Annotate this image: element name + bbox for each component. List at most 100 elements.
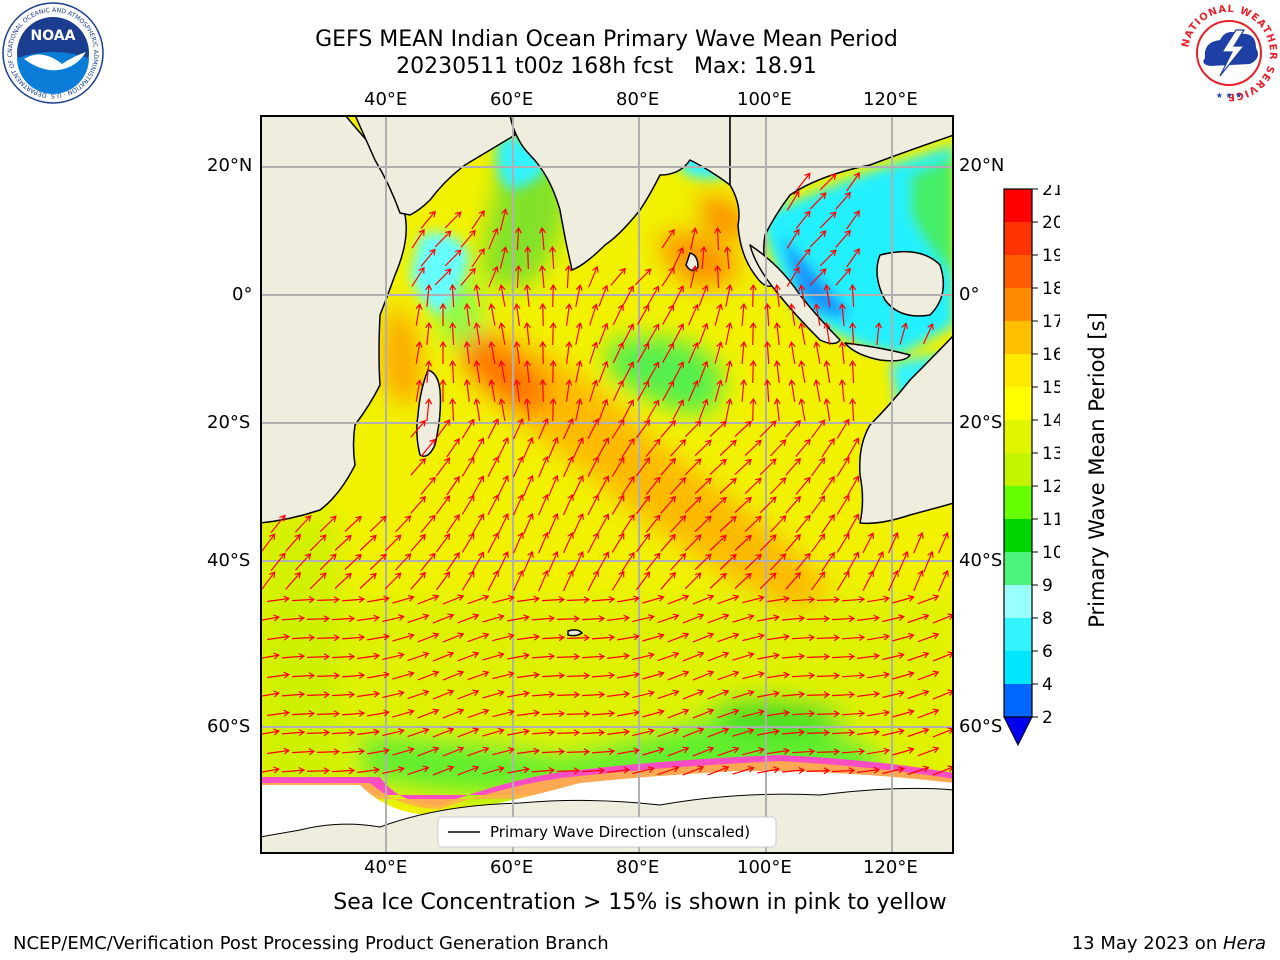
wave-arrow [556,615,581,623]
wave-arrow [813,379,821,402]
colorbar-segment [1004,222,1032,255]
wave-arrow [781,728,806,736]
wave-arrow [809,230,827,248]
wave-arrow [281,766,306,774]
wave-arrow [434,230,452,248]
wave-arrow [461,494,475,515]
wave-arrow [846,172,860,192]
wave-arrow [514,264,522,289]
wave-arrow [611,494,625,515]
wave-arrow [512,417,524,440]
wave-arrow [309,534,327,552]
wave-arrow [467,670,490,681]
wave-arrow [492,595,515,604]
wave-arrow [700,245,708,270]
wave-arrow [632,690,655,699]
wave-arrow [523,550,534,573]
wave-arrow [806,615,831,623]
wave-arrow [607,766,631,774]
wave-arrow [660,457,676,476]
wave-arrow [524,245,532,270]
wave-arrow [432,689,455,700]
wave-arrow [657,765,680,776]
wave-arrow [357,766,381,774]
wave-arrow [531,728,556,736]
wave-arrow [732,765,755,775]
wave-arrow [684,534,702,552]
wave-arrow [598,284,609,307]
land-india [509,115,731,271]
wave-arrow [538,493,549,516]
wave-arrow [937,569,949,592]
wave-arrow [538,569,549,592]
colorbar-segment [1004,288,1032,321]
wave-arrow [917,746,940,757]
lat-left-40s: 40°S [207,550,251,571]
wave-arrow [331,615,356,623]
wave-arrow [816,672,841,680]
wave-arrow [472,437,485,458]
wave-arrow [607,690,631,698]
wave-arrow [341,633,366,641]
wave-arrow [611,418,625,439]
wave-arrow [597,437,610,458]
wave-arrow [875,321,883,345]
colorbar-tick-label: 6 [1042,642,1053,662]
wave-arrow [548,512,559,535]
wave-arrow [467,632,490,643]
wave-arrow [714,341,724,364]
wave-arrow [785,457,801,476]
wave-arrow [591,709,616,717]
wave-arrow [507,728,530,736]
wave-arrow [660,495,676,514]
graticule [260,115,954,854]
wave-arrow [541,672,566,680]
wave-arrow [717,632,740,643]
wave-arrow [813,303,821,326]
wave-arrow [688,379,699,402]
wave-arrow [331,767,356,775]
wave-arrow [795,552,811,571]
wave-arrow [492,671,515,680]
lat-left-20n: 20°N [207,155,253,176]
footer-date: 13 May 2023 on Hera [1072,933,1266,954]
wave-arrow [846,210,860,230]
wave-arrow [795,476,811,495]
wave-arrow [764,302,772,327]
wave-arrow [492,633,515,642]
wave-arrow [331,653,356,661]
footer-branch: NCEP/EMC/Verification Post Processing Pr… [13,933,609,954]
wave-arrow [407,651,430,662]
wave-arrow [410,533,426,552]
wave-arrow [707,613,730,624]
wave-arrow [382,652,405,661]
wave-arrow [512,455,524,478]
wave-arrow [795,438,811,457]
chart-subtitle: 20230511 t00z 168h fcst Max: 18.91 [396,54,817,79]
wave-arrow [499,246,508,269]
wave-arrow [575,398,583,421]
lat-right-20s: 20°S [959,412,1003,433]
wave-arrow [632,766,655,775]
wave-arrow [725,398,733,421]
colorbar-segment [1004,420,1032,453]
wave-arrow [523,359,531,383]
wave-arrow [425,359,433,383]
land-arabia [354,115,516,216]
wave-arrow [566,710,591,718]
wave-arrow [725,284,733,307]
wave-arrow [642,746,665,756]
svg-text:★ ★ ★: ★ ★ ★ [1216,91,1243,100]
wave-arrow [907,651,930,662]
wave-arrow [482,613,505,623]
colorbar-segment [1004,552,1032,585]
wave-arrow [838,378,846,402]
wave-arrow [717,594,740,605]
lon-bottom-100: 100°E [737,857,792,878]
wave-arrow [425,397,433,421]
wave-arrow [587,494,599,516]
wave-arrow [439,378,447,402]
wave-arrow [513,340,521,364]
wave-arrow [575,322,583,345]
wave-arrow [285,571,302,590]
